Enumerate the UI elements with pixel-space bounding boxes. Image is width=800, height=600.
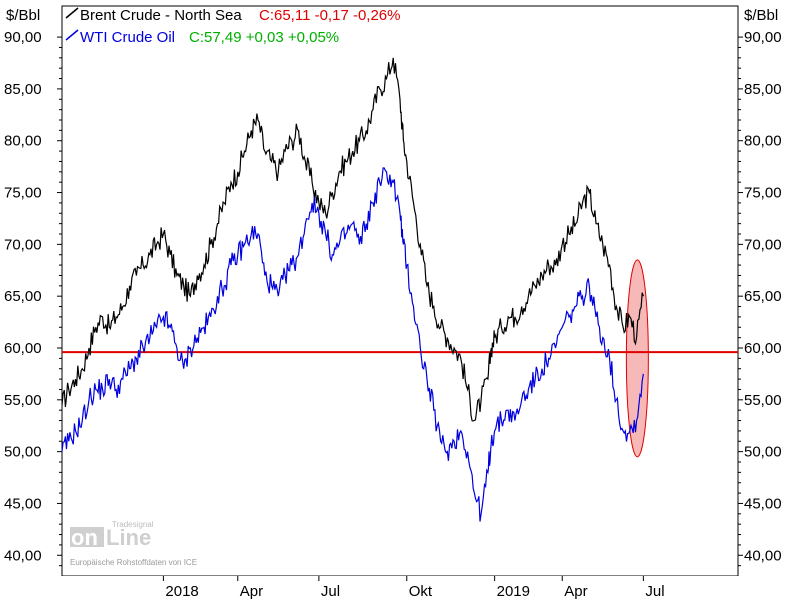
legend-label-brent: Brent Crude - North Sea [80, 7, 242, 24]
highlight-ellipse [625, 259, 649, 458]
y-tick-label-left: 45,00 [4, 495, 42, 512]
legend-item-wti: WTI Crude Oil C:57,49 +0,03 +0,05% [65, 29, 339, 46]
y-tick-label-left: 75,00 [4, 185, 42, 202]
y-tick-label-left: 55,00 [4, 392, 42, 409]
legend-swatch-brent [65, 7, 79, 19]
x-tick-label: Okt [409, 583, 433, 600]
legend-item-brent: Brent Crude - North Sea C:65,11 -0,17 -0… [65, 7, 400, 24]
y-tick-label-right: 90,00 [744, 29, 782, 46]
y-tick-label-right: 75,00 [744, 185, 782, 202]
series-line-wti [61, 167, 644, 522]
watermark-logo-box [70, 527, 104, 547]
watermark-source: Europäische Rohstoffdaten von ICE [70, 558, 197, 567]
y-tick-label-left: 40,00 [4, 547, 42, 564]
legend-quote-wti: C:57,49 +0,03 +0,05% [189, 29, 339, 46]
y-tick-label-left: 80,00 [4, 133, 42, 150]
y-tick-label-right: 80,00 [744, 133, 782, 150]
y-axis-unit-left: $/Bbl [6, 7, 40, 24]
watermark-brand-right: Line [106, 525, 151, 550]
y-axis-unit-right: $/Bbl [744, 7, 778, 24]
y-tick-label-right: 50,00 [744, 444, 782, 461]
y-tick-label-right: 85,00 [744, 81, 782, 98]
legend-swatch-wti [65, 29, 79, 41]
tradesignal-watermark: on Line Tradesignal Europäische Rohstoff… [70, 520, 197, 567]
series-line-brent [61, 57, 644, 422]
x-tick-label: Apr [564, 583, 587, 600]
y-tick-label-right: 70,00 [744, 236, 782, 253]
y-tick-label-left: 90,00 [4, 29, 42, 46]
y-tick-label-left: 70,00 [4, 236, 42, 253]
x-tick-label: Apr [240, 583, 263, 600]
y-tick-label-left: 65,00 [4, 288, 42, 305]
x-tick-label: Jul [321, 583, 340, 600]
y-tick-label-left: 60,00 [4, 340, 42, 357]
legend-quote-brent: C:65,11 -0,17 -0,26% [259, 7, 400, 24]
y-tick-label-left: 85,00 [4, 81, 42, 98]
y-tick-label-right: 60,00 [744, 340, 782, 357]
x-tick-label: Jul [645, 583, 664, 600]
y-tick-label-right: 40,00 [744, 547, 782, 564]
x-tick-label: 2019 [497, 583, 530, 600]
watermark-brand-left: on [71, 525, 98, 550]
x-tick-label: 2018 [165, 583, 198, 600]
x-axis: 2018 Apr Jul Okt 2019 Apr Jul [162, 576, 665, 600]
y-tick-label-right: 45,00 [744, 495, 782, 512]
y-axis-right: 90,00 85,00 80,00 75,00 70,00 65,00 60,00 55,00… [738, 29, 782, 567]
legend: Brent Crude - North Sea C:65,11 -0,17 -0… [65, 7, 400, 46]
y-tick-label-right: 65,00 [744, 288, 782, 305]
legend-label-wti: WTI Crude Oil [80, 29, 175, 46]
y-tick-label-right: 55,00 [744, 392, 782, 409]
y-axis-left: 90,00 85,00 80,00 75,00 70,00 65,00 60,00 55,00… [4, 29, 62, 567]
watermark-tagline: Tradesignal [112, 520, 154, 529]
x-axis-strip [0, 576, 800, 600]
y-tick-label-left: 50,00 [4, 444, 42, 461]
